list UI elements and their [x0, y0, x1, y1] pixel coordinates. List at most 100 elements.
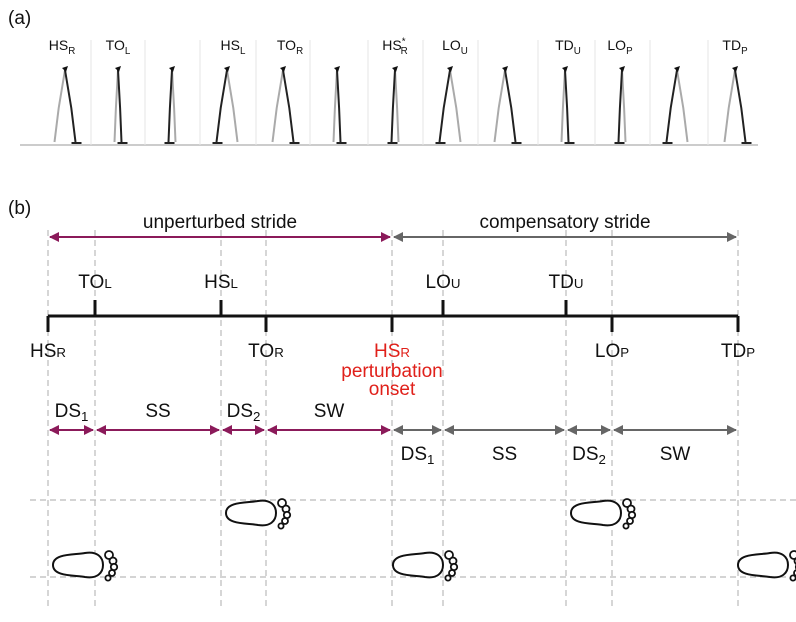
- foot-toe: [790, 575, 795, 580]
- phase-label: DS1: [401, 444, 435, 467]
- leg-grey: [677, 70, 688, 142]
- event-label: TOL: [106, 37, 131, 57]
- leg-grey: [622, 70, 626, 142]
- leg-grey: [115, 70, 119, 142]
- label-base: HS: [49, 37, 68, 53]
- label-sub: L: [125, 46, 131, 57]
- label-base: HS: [204, 272, 230, 293]
- label-base: TO: [78, 272, 104, 293]
- label-sub: R: [400, 345, 410, 360]
- label-base: HS: [374, 341, 400, 362]
- label-base: LO: [595, 341, 620, 362]
- label-base: SW: [314, 401, 345, 422]
- label-base: TD: [722, 37, 741, 53]
- label-sub: U: [451, 276, 461, 291]
- leg-black: [735, 70, 746, 142]
- footprint: [53, 551, 117, 581]
- event-label: TDP: [721, 341, 755, 362]
- label-base: SS: [492, 444, 517, 465]
- label-base: LO: [442, 37, 461, 53]
- leg-grey: [395, 70, 399, 142]
- label-sub: 2: [599, 452, 606, 467]
- stride-label: compensatory stride: [479, 212, 650, 233]
- foot-sole: [738, 553, 788, 578]
- label-base: TO: [248, 341, 274, 362]
- label-sub: P: [741, 46, 748, 57]
- label-base: HS: [30, 341, 56, 362]
- label-base: TO: [277, 37, 296, 53]
- label-sub: R: [274, 345, 284, 360]
- label-sub: U: [574, 46, 581, 57]
- label-sub: P: [620, 345, 629, 360]
- leg-black: [65, 70, 76, 142]
- leg-black: [217, 70, 228, 142]
- event-label: LOU: [442, 37, 468, 57]
- leg-grey: [562, 70, 566, 142]
- event-label: TOR: [277, 37, 303, 57]
- foot-sole: [571, 501, 621, 526]
- foot-sole: [226, 501, 276, 526]
- label-sub: L: [240, 46, 246, 57]
- figure: (a) (b) HSRTOLHSLTORHS*RLOUTDULOPTDPunpe…: [0, 0, 796, 622]
- phase-label: DS2: [572, 444, 606, 467]
- label-base: SS: [145, 401, 170, 422]
- leg-grey: [227, 70, 238, 142]
- label-sub: R: [56, 345, 66, 360]
- leg-black: [667, 70, 678, 142]
- label-base: DS: [55, 401, 81, 422]
- event-label: HSR: [49, 37, 76, 57]
- label-base: SW: [660, 444, 691, 465]
- label-base: HS: [221, 37, 240, 53]
- phase-label: SS: [145, 401, 170, 422]
- event-note: onset: [369, 379, 416, 400]
- leg-grey: [172, 70, 176, 142]
- label-sub: R: [296, 46, 303, 57]
- panel-label: (b): [8, 198, 31, 219]
- leg-grey: [55, 70, 66, 142]
- label-sub: 1: [81, 409, 88, 424]
- leg-grey: [334, 70, 338, 142]
- event-label: HS*R: [382, 36, 407, 57]
- leg-grey: [725, 70, 736, 142]
- leg-black: [619, 70, 623, 142]
- stride-label: unperturbed stride: [143, 212, 297, 233]
- label-sub: U: [461, 46, 468, 57]
- event-label: LOP: [607, 37, 633, 57]
- panel-label: (a): [8, 8, 31, 29]
- leg-black: [440, 70, 451, 142]
- leg-black: [337, 70, 341, 142]
- label-sub: L: [104, 276, 111, 291]
- label-base: DS: [572, 444, 598, 465]
- event-label: TOR: [248, 341, 284, 362]
- leg-black: [118, 70, 122, 142]
- label-base: LO: [607, 37, 626, 53]
- leg-black: [283, 70, 294, 142]
- leg-black: [505, 70, 516, 142]
- footprint: [393, 551, 457, 581]
- event-label: TDU: [549, 272, 584, 293]
- event-label: TDU: [555, 37, 581, 57]
- leg-black: [392, 70, 396, 142]
- label-base: HS: [382, 37, 401, 53]
- label-base: TD: [721, 341, 746, 362]
- label-base: TO: [106, 37, 125, 53]
- label-sub: R: [68, 46, 75, 57]
- leg-grey: [273, 70, 284, 142]
- label-base: DS: [227, 401, 253, 422]
- leg-black: [565, 70, 569, 142]
- foot-toe: [445, 575, 450, 580]
- phase-label: DS2: [227, 401, 261, 424]
- event-label: LOP: [595, 341, 629, 362]
- label-sub: L: [231, 276, 238, 291]
- label-sub: 1: [427, 452, 434, 467]
- phase-label: SS: [492, 444, 517, 465]
- leg-grey: [495, 70, 506, 142]
- label-sub: R: [401, 46, 408, 57]
- footprint: [226, 499, 290, 529]
- event-label: HSR: [374, 341, 410, 362]
- event-label: LOU: [426, 272, 461, 293]
- event-label: HSR: [30, 341, 66, 362]
- label-sub: P: [626, 46, 633, 57]
- phase-label: SW: [314, 401, 345, 422]
- label-sub: P: [746, 345, 755, 360]
